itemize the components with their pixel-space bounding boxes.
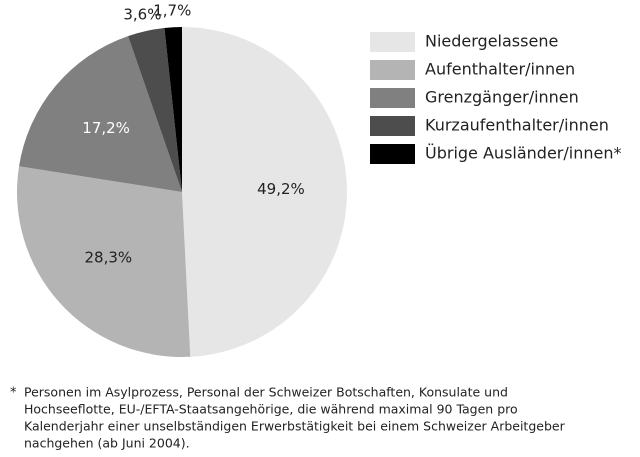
slice-label: 28,3% [85, 249, 133, 267]
legend-label: Übrige Ausländer/innen* [425, 144, 621, 163]
pie-slice [182, 27, 347, 357]
slice-label: 1,7% [153, 1, 191, 19]
legend-label: Aufenthalter/innen [425, 60, 575, 79]
legend-label: Niedergelassene [425, 32, 558, 51]
legend-swatch [370, 144, 415, 164]
legend-label: Kurzaufenthalter/innen [425, 116, 609, 135]
legend-swatch [370, 60, 415, 80]
legend-swatch [370, 32, 415, 52]
footnote-line: Hochseeflotte, EU-/EFTA-Staatsangehörige… [24, 402, 518, 417]
pie-slice [128, 27, 182, 192]
legend-swatch [370, 116, 415, 136]
footnote-line: Personen im Asylprozess, Personal der Sc… [24, 385, 508, 400]
slice-label: 49,2% [257, 180, 305, 198]
footnote-line: Kalenderjahr einer unselbständigen Erwer… [24, 419, 566, 434]
pie-slice [17, 166, 191, 357]
footnote-marker: * [10, 386, 17, 401]
pie-slice [164, 27, 182, 192]
slice-label: 17,2% [82, 119, 130, 137]
legend-label: Grenzgänger/innen [425, 88, 579, 107]
slice-label: 3,6% [123, 5, 161, 23]
pie-slice [19, 36, 183, 193]
footnote-line: nachgehen (ab Juni 2004). [24, 436, 190, 451]
legend-swatch [370, 88, 415, 108]
